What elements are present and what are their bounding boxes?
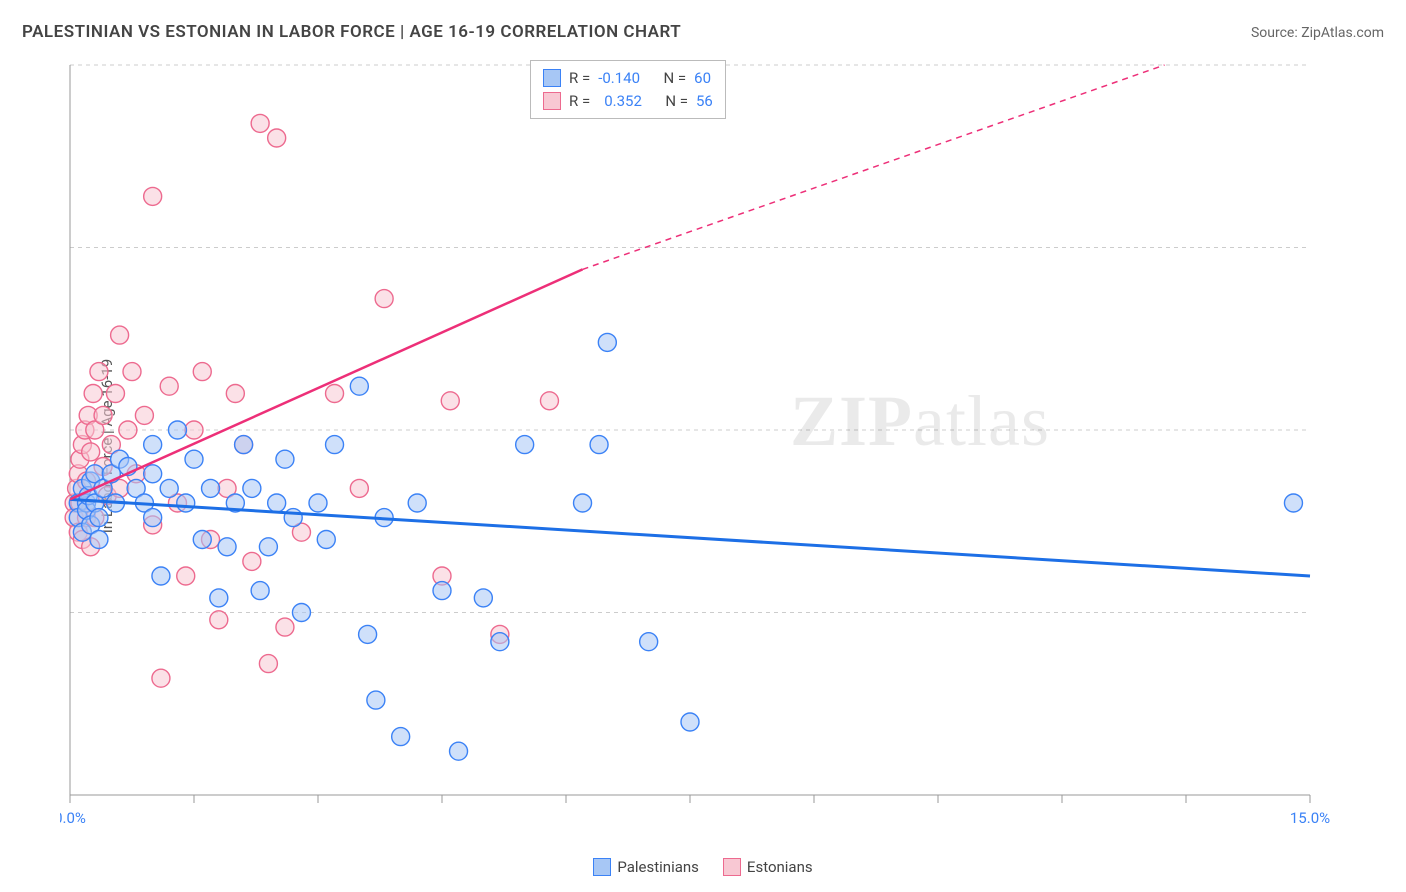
- legend-item-a: Palestinians: [593, 858, 699, 876]
- chart-svg: 0.0% 15.0%: [60, 55, 1360, 835]
- svg-text:0.0%: 0.0%: [60, 809, 86, 827]
- chart-header: PALESTINIAN VS ESTONIAN IN LABOR FORCE |…: [22, 22, 1384, 42]
- legend-swatch-b: [723, 858, 741, 876]
- svg-text:15.0%: 15.0%: [1290, 809, 1330, 827]
- legend-item-b: Estonians: [723, 858, 813, 876]
- info-row-series-b: R = 0.352 N = 56: [543, 90, 713, 113]
- r-label-a: R =: [569, 67, 590, 90]
- r-value-a: -0.140: [598, 67, 640, 90]
- bottom-legend: Palestinians Estonians: [0, 858, 1406, 876]
- chart-title: PALESTINIAN VS ESTONIAN IN LABOR FORCE |…: [22, 22, 681, 42]
- n-label-a: N =: [663, 67, 686, 90]
- chart-source: Source: ZipAtlas.com: [1251, 25, 1384, 41]
- swatch-series-a: [543, 69, 561, 87]
- legend-swatch-a: [593, 858, 611, 876]
- r-value-b: 0.352: [598, 90, 642, 113]
- swatch-series-b: [543, 92, 561, 110]
- n-value-b: 56: [696, 90, 713, 113]
- correlation-info-box: R = -0.140 N = 60 R = 0.352 N = 56: [530, 60, 726, 119]
- n-value-a: 60: [694, 67, 711, 90]
- r-label-b: R =: [569, 90, 590, 113]
- legend-label-a: Palestinians: [617, 858, 699, 876]
- info-row-series-a: R = -0.140 N = 60: [543, 67, 713, 90]
- n-label-b: N =: [665, 90, 688, 113]
- plot-area: 0.0% 15.0%: [60, 55, 1360, 835]
- legend-label-b: Estonians: [747, 858, 813, 876]
